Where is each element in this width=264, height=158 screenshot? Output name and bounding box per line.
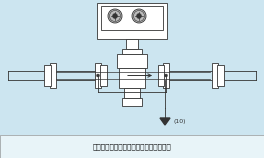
Bar [100, 65, 107, 86]
Circle shape [108, 9, 122, 23]
Bar [117, 54, 147, 68]
Bar [0, 135, 264, 158]
Bar [122, 49, 142, 54]
Circle shape [97, 74, 100, 77]
Bar [124, 88, 140, 98]
Bar [50, 63, 56, 88]
Bar [126, 39, 138, 49]
Bar [163, 63, 169, 88]
Bar [44, 65, 51, 86]
Circle shape [132, 9, 146, 23]
Bar [97, 3, 167, 39]
Text: (10): (10) [173, 119, 186, 125]
Polygon shape [160, 118, 170, 125]
Circle shape [136, 13, 142, 18]
Bar [122, 98, 142, 106]
Bar [212, 63, 218, 88]
Circle shape [164, 74, 167, 77]
Text: 传感器在金属管道上安装时的接地示意图: 传感器在金属管道上安装时的接地示意图 [93, 144, 171, 150]
Bar [217, 65, 224, 86]
Bar [119, 68, 145, 88]
Bar [101, 6, 163, 30]
Circle shape [112, 13, 117, 18]
Bar [95, 63, 101, 88]
Bar [158, 65, 164, 86]
